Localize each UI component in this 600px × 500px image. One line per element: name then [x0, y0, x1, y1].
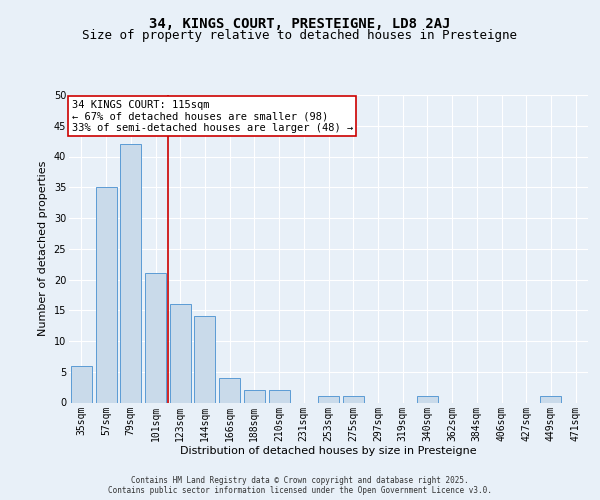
Bar [71, 366, 92, 403]
Bar [145, 274, 166, 402]
Text: Size of property relative to detached houses in Presteigne: Size of property relative to detached ho… [83, 29, 517, 42]
Text: 34, KINGS COURT, PRESTEIGNE, LD8 2AJ: 34, KINGS COURT, PRESTEIGNE, LD8 2AJ [149, 18, 451, 32]
Bar [219, 378, 240, 402]
Bar [170, 304, 191, 402]
Text: 34 KINGS COURT: 115sqm
← 67% of detached houses are smaller (98)
33% of semi-det: 34 KINGS COURT: 115sqm ← 67% of detached… [71, 100, 353, 133]
Bar [318, 396, 339, 402]
Bar [541, 396, 562, 402]
X-axis label: Distribution of detached houses by size in Presteigne: Distribution of detached houses by size … [180, 446, 477, 456]
Bar [194, 316, 215, 402]
Text: Contains HM Land Registry data © Crown copyright and database right 2025.
Contai: Contains HM Land Registry data © Crown c… [108, 476, 492, 495]
Bar [269, 390, 290, 402]
Bar [95, 187, 116, 402]
Bar [417, 396, 438, 402]
Y-axis label: Number of detached properties: Number of detached properties [38, 161, 48, 336]
Bar [120, 144, 141, 403]
Bar [343, 396, 364, 402]
Bar [244, 390, 265, 402]
